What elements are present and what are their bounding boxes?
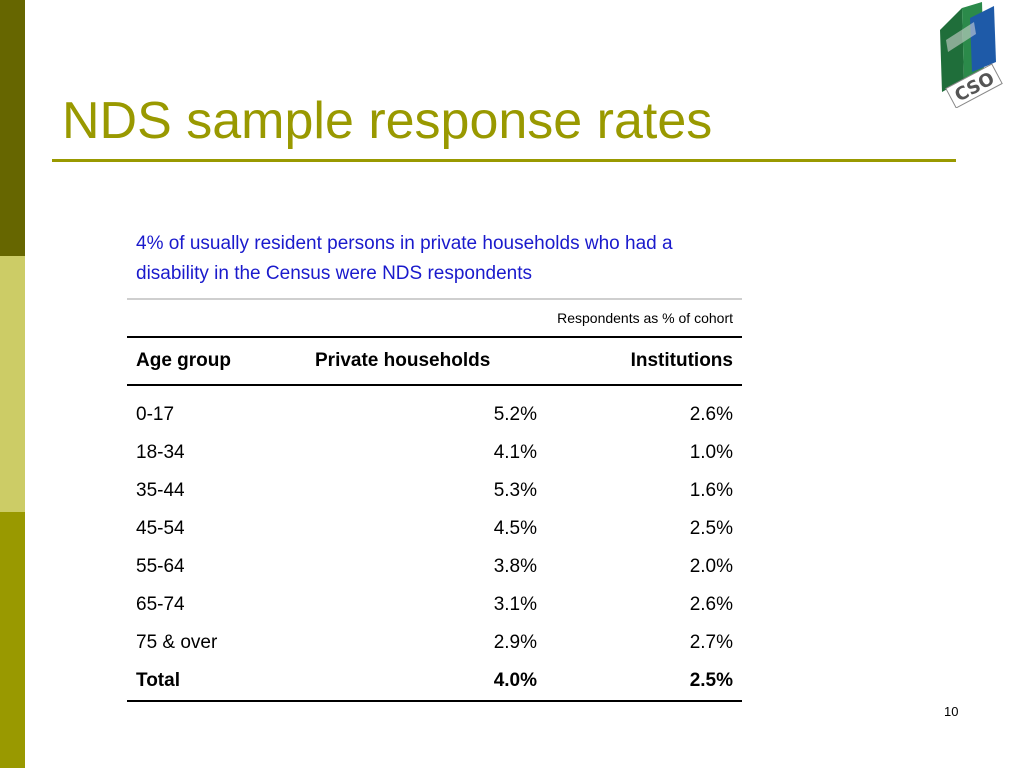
institutions-cell: 2.0%: [689, 556, 733, 577]
title-divider: [52, 159, 956, 162]
age-group-cell: 0-17: [136, 404, 175, 425]
private-households-cell: 5.2%: [493, 404, 537, 425]
institutions-cell: 2.6%: [689, 594, 733, 615]
institutions-cell: 1.6%: [689, 480, 733, 501]
institutions-cell: 1.0%: [689, 442, 733, 463]
private-households-cell: 2.9%: [493, 632, 537, 653]
table-header-row: Age group Private households Institution…: [127, 337, 742, 386]
table-row: 65-74 3.1% 2.6%: [127, 586, 742, 624]
slide-title: NDS sample response rates: [62, 92, 713, 150]
total-label-cell: Total: [127, 662, 298, 702]
table-row: 55-64 3.8% 2.0%: [127, 548, 742, 586]
sidebar-segment-olive: [0, 512, 25, 768]
total-institutions-cell: 2.5%: [546, 662, 742, 702]
sidebar-segment-dark: [0, 0, 25, 256]
institutions-cell: 2.5%: [689, 518, 733, 539]
table-row: 0-17 5.2% 2.6%: [127, 385, 742, 434]
private-households-cell: 4.5%: [493, 518, 537, 539]
table-caption-row: Respondents as % of cohort: [127, 298, 742, 338]
header-private-households: Private households: [298, 337, 546, 386]
institutions-cell: 2.7%: [689, 632, 733, 653]
age-group-cell: 18-34: [136, 442, 185, 463]
header-institutions: Institutions: [546, 337, 742, 386]
private-households-cell: 3.8%: [493, 556, 537, 577]
table-row: 75 & over 2.9% 2.7%: [127, 624, 742, 662]
private-households-cell: 3.1%: [493, 594, 537, 615]
table-total-row: Total 4.0% 2.5%: [127, 662, 742, 702]
age-group-cell: 75 & over: [136, 632, 218, 653]
page-number: 10: [944, 704, 959, 719]
cso-logo: CSO: [940, 2, 1003, 108]
slide-subtitle: 4% of usually resident persons in privat…: [136, 233, 673, 284]
sidebar-segment-light: [0, 256, 25, 512]
private-households-cell: 5.3%: [493, 480, 537, 501]
total-private-households-cell: 4.0%: [298, 662, 546, 702]
header-age-group: Age group: [127, 337, 298, 386]
response-rates-table: Respondents as % of cohort Age group Pri…: [127, 298, 742, 702]
table-row: 35-44 5.3% 1.6%: [127, 472, 742, 510]
table-row: 18-34 4.1% 1.0%: [127, 434, 742, 472]
age-group-cell: 35-44: [136, 480, 185, 501]
age-group-cell: 65-74: [136, 594, 185, 615]
slide-sidebar: [0, 0, 25, 768]
age-group-cell: 45-54: [136, 518, 185, 539]
age-group-cell: 55-64: [136, 556, 185, 577]
private-households-cell: 4.1%: [493, 442, 537, 463]
table-caption: Respondents as % of cohort: [127, 298, 742, 338]
table-row: 45-54 4.5% 2.5%: [127, 510, 742, 548]
institutions-cell: 2.6%: [689, 404, 733, 425]
